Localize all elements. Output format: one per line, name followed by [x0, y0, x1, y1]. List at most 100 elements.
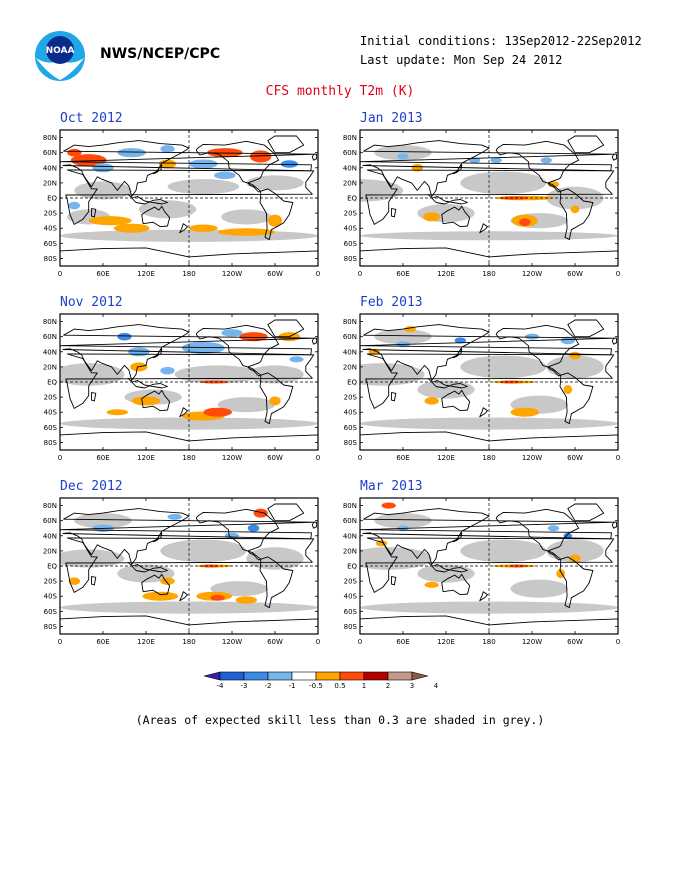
coastline: [365, 537, 615, 593]
anomaly-region: [247, 524, 260, 532]
anomaly-region: [160, 366, 175, 375]
coastline: [195, 324, 280, 377]
lat-tick-label: EQ: [347, 379, 357, 387]
coastline: [259, 188, 294, 241]
map-panel-feb-2013: 80N 60N 40N 20N EQ 20S 40S 60S 80S 0 60E 120E 180 120…: [332, 310, 624, 460]
lat-tick-label: 80N: [43, 318, 57, 326]
panel-title-nov-2012: Nov 2012: [60, 295, 123, 310]
coastline: [567, 503, 605, 522]
lon-tick-label: 120E: [137, 638, 155, 644]
anomaly-region: [160, 539, 247, 563]
coastline: [60, 324, 316, 381]
colorbar-arrow-left: [203, 671, 221, 681]
anomaly-region: [160, 145, 175, 153]
anomaly-region: [569, 351, 581, 360]
coastline: [152, 164, 163, 175]
lat-tick-label: 40N: [43, 532, 57, 540]
lat-tick-label: EQ: [47, 563, 57, 571]
coastline: [479, 407, 489, 418]
coastline: [567, 319, 605, 338]
anomaly-region: [563, 385, 573, 395]
lon-tick-label: 0: [616, 638, 620, 644]
map-panel-oct-2012: 80N 60N 40N 20N EQ 20S 40S 60S 80S 0 60E 120E 180 120…: [32, 126, 324, 276]
lat-tick-label: 80N: [43, 134, 57, 142]
colorbar-arrow-right: [411, 671, 429, 681]
coastline: [360, 140, 616, 197]
anomaly-region: [131, 396, 161, 406]
lat-tick-label: 40N: [343, 164, 357, 172]
lat-tick-label: 60N: [43, 149, 57, 157]
anomaly-region: [253, 508, 268, 518]
anomaly-region: [510, 407, 540, 417]
lon-tick-label: 0: [58, 454, 62, 460]
lon-tick-label: 120E: [437, 454, 455, 460]
anomaly-region: [417, 380, 475, 399]
anomaly-region: [217, 397, 275, 413]
anomaly-region: [360, 601, 618, 614]
coastline: [495, 140, 580, 193]
lat-tick-label: 80S: [44, 255, 58, 263]
lat-tick-label: 20N: [343, 547, 357, 555]
coastline: [559, 372, 594, 425]
panel-title-feb-2013: Feb 2013: [360, 295, 423, 310]
lat-tick-label: 20N: [43, 547, 57, 555]
anomaly-region: [68, 201, 81, 210]
anomaly-region: [60, 417, 318, 430]
noaa-logo: NOAA: [34, 30, 86, 82]
lon-tick-label: 180: [182, 454, 195, 460]
lat-tick-label: 80N: [43, 502, 57, 510]
anomaly-region: [360, 363, 425, 386]
lon-tick-label: 180: [482, 454, 495, 460]
lon-tick-label: 120W: [522, 454, 542, 460]
colorbar: -4 -3 -2 -1 -0.5 0.5 1 2 3 4: [200, 668, 480, 698]
lon-tick-label: 0: [316, 270, 320, 276]
anomaly-region: [454, 337, 467, 344]
anomaly-region: [269, 396, 281, 406]
lat-tick-label: 40N: [343, 532, 357, 540]
figure-title: CFS monthly T2m (K): [265, 84, 415, 99]
coastline: [495, 324, 580, 377]
anomaly-region: [374, 329, 432, 345]
lat-tick-label: 20N: [43, 363, 57, 371]
lat-tick-label: 60S: [44, 240, 58, 248]
coastline: [360, 431, 618, 450]
anomaly-region: [138, 200, 197, 219]
anomaly-region: [374, 145, 432, 161]
coastline: [60, 140, 316, 197]
anomaly-region: [74, 513, 132, 529]
lat-tick-label: 60S: [344, 608, 358, 616]
anomaly-region: [67, 148, 82, 157]
anomaly-region: [92, 163, 114, 173]
coastline: [60, 615, 318, 634]
anomaly-region: [397, 153, 409, 160]
coastline: [427, 561, 468, 573]
coastline: [60, 431, 318, 450]
lon-tick-label: 120W: [222, 270, 242, 276]
lon-tick-label: 0: [58, 638, 62, 644]
lat-tick-label: 40S: [44, 593, 58, 601]
anomaly-region: [423, 212, 441, 222]
colorbar-label: -2: [265, 682, 272, 690]
anomaly-region: [88, 216, 132, 226]
map-panel-jan-2013: 80N 60N 40N 20N EQ 20S 40S 60S 80S 0 60E 120E 180 120…: [332, 126, 624, 276]
anomaly-region: [235, 596, 258, 604]
coastline: [152, 348, 163, 359]
anomaly-region: [117, 332, 132, 341]
initial-conditions: Initial conditions: 13Sep2012-22Sep2012: [360, 34, 642, 48]
lat-tick-label: EQ: [47, 379, 57, 387]
lon-tick-label: 120E: [137, 270, 155, 276]
panel-title-mar-2013: Mar 2013: [360, 479, 423, 494]
coastline: [365, 353, 615, 409]
coastline: [495, 508, 580, 561]
anomaly-region: [203, 407, 233, 417]
coastline: [559, 188, 594, 241]
coastline: [611, 153, 618, 161]
colorbar-label: 2: [386, 682, 390, 690]
coastline: [452, 348, 463, 359]
anomaly-region: [206, 148, 243, 158]
lat-tick-label: 60S: [44, 608, 58, 616]
coastline: [259, 372, 294, 425]
coastline: [141, 389, 171, 412]
coastline: [441, 205, 471, 228]
coastline: [360, 324, 616, 381]
